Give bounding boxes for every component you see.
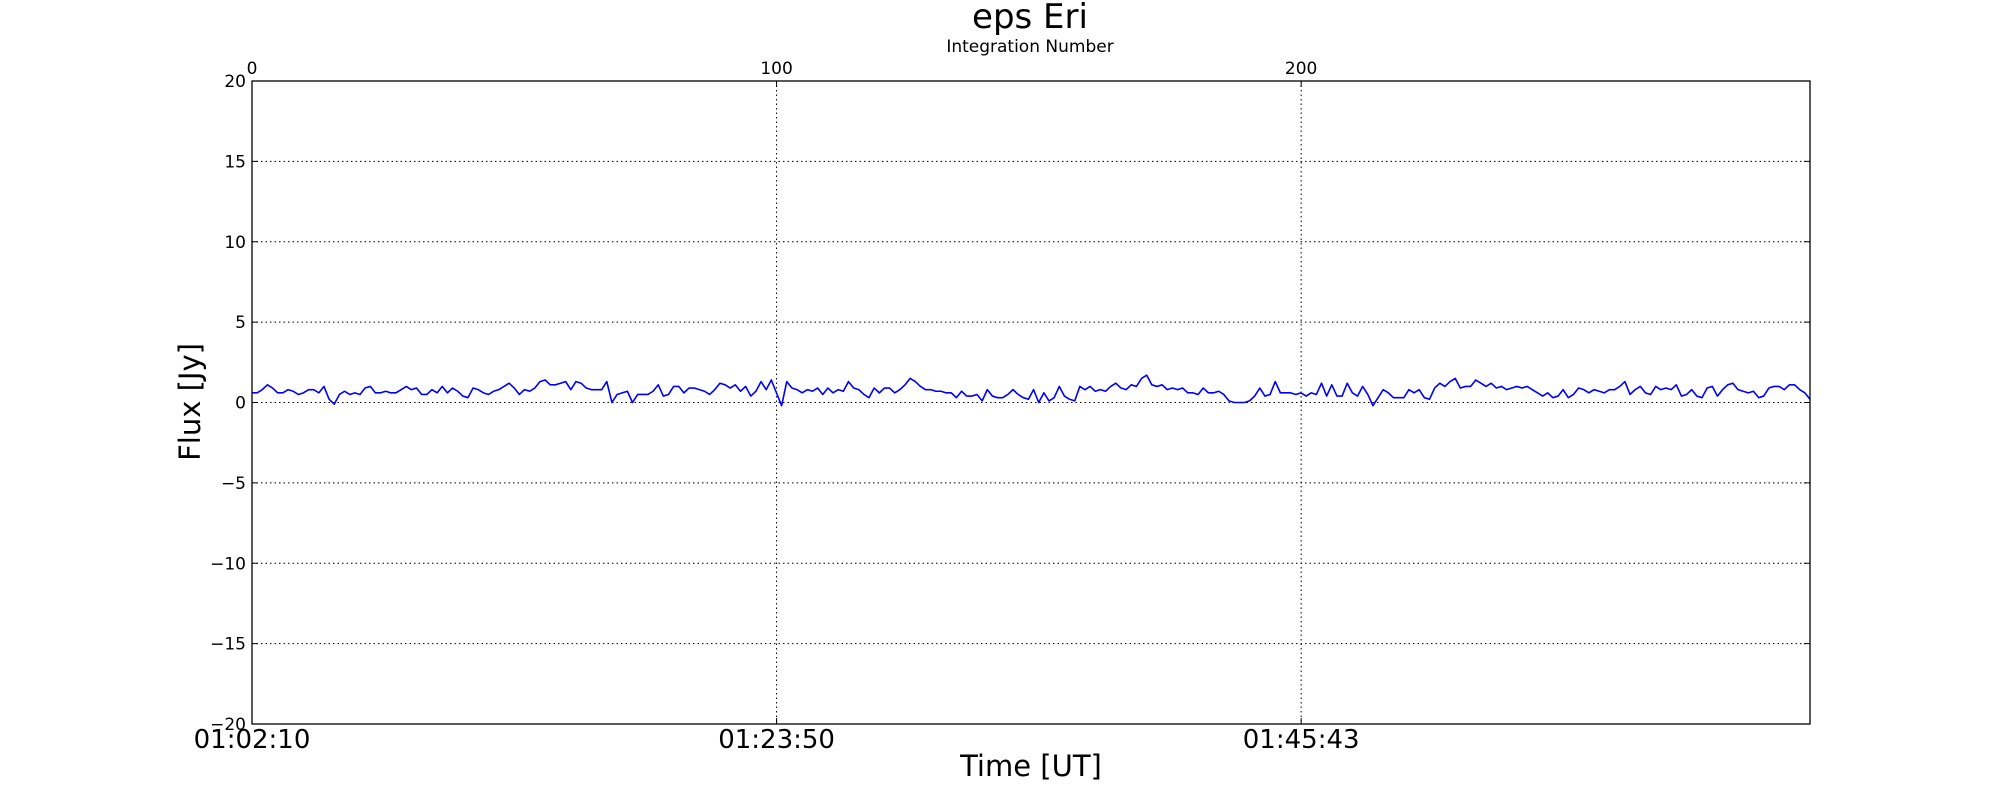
y-axis-label: Flux [Jy] xyxy=(173,343,207,461)
bottom-tick-label: 01:23:50 xyxy=(718,725,835,755)
y-tick-label: 20 xyxy=(224,72,246,92)
y-tick-label: 5 xyxy=(235,313,246,333)
series-layer xyxy=(252,374,1811,407)
top-tick-label: 100 xyxy=(760,59,792,79)
grid-lines xyxy=(252,81,1810,724)
bottom-tick-label: 01:02:10 xyxy=(194,725,311,755)
top-tick-label: 0 xyxy=(247,59,258,79)
chart-title: eps Eri xyxy=(972,0,1088,37)
y-tick-label: −5 xyxy=(221,474,246,494)
y-tick-label: −15 xyxy=(210,635,246,655)
y-tick-label: 15 xyxy=(224,152,246,172)
plot-frame xyxy=(251,80,1811,725)
y-tick-label: −20 xyxy=(210,715,246,735)
top-axis-label: Integration Number xyxy=(946,37,1113,57)
y-tick-label: 0 xyxy=(235,394,246,414)
top-tick-label: 200 xyxy=(1285,59,1317,79)
bottom-tick-label: 01:45:43 xyxy=(1243,725,1360,755)
series-line xyxy=(252,374,1811,407)
y-tick-label: 10 xyxy=(224,233,246,253)
y-tick-label: −10 xyxy=(210,554,246,574)
tick-labels: 20 15 10 5 0 −5 −10 −15 −20 0 01:02:10 100 01:23:50 2… xyxy=(194,59,1360,755)
x-axis-label: Time [UT] xyxy=(959,749,1102,783)
